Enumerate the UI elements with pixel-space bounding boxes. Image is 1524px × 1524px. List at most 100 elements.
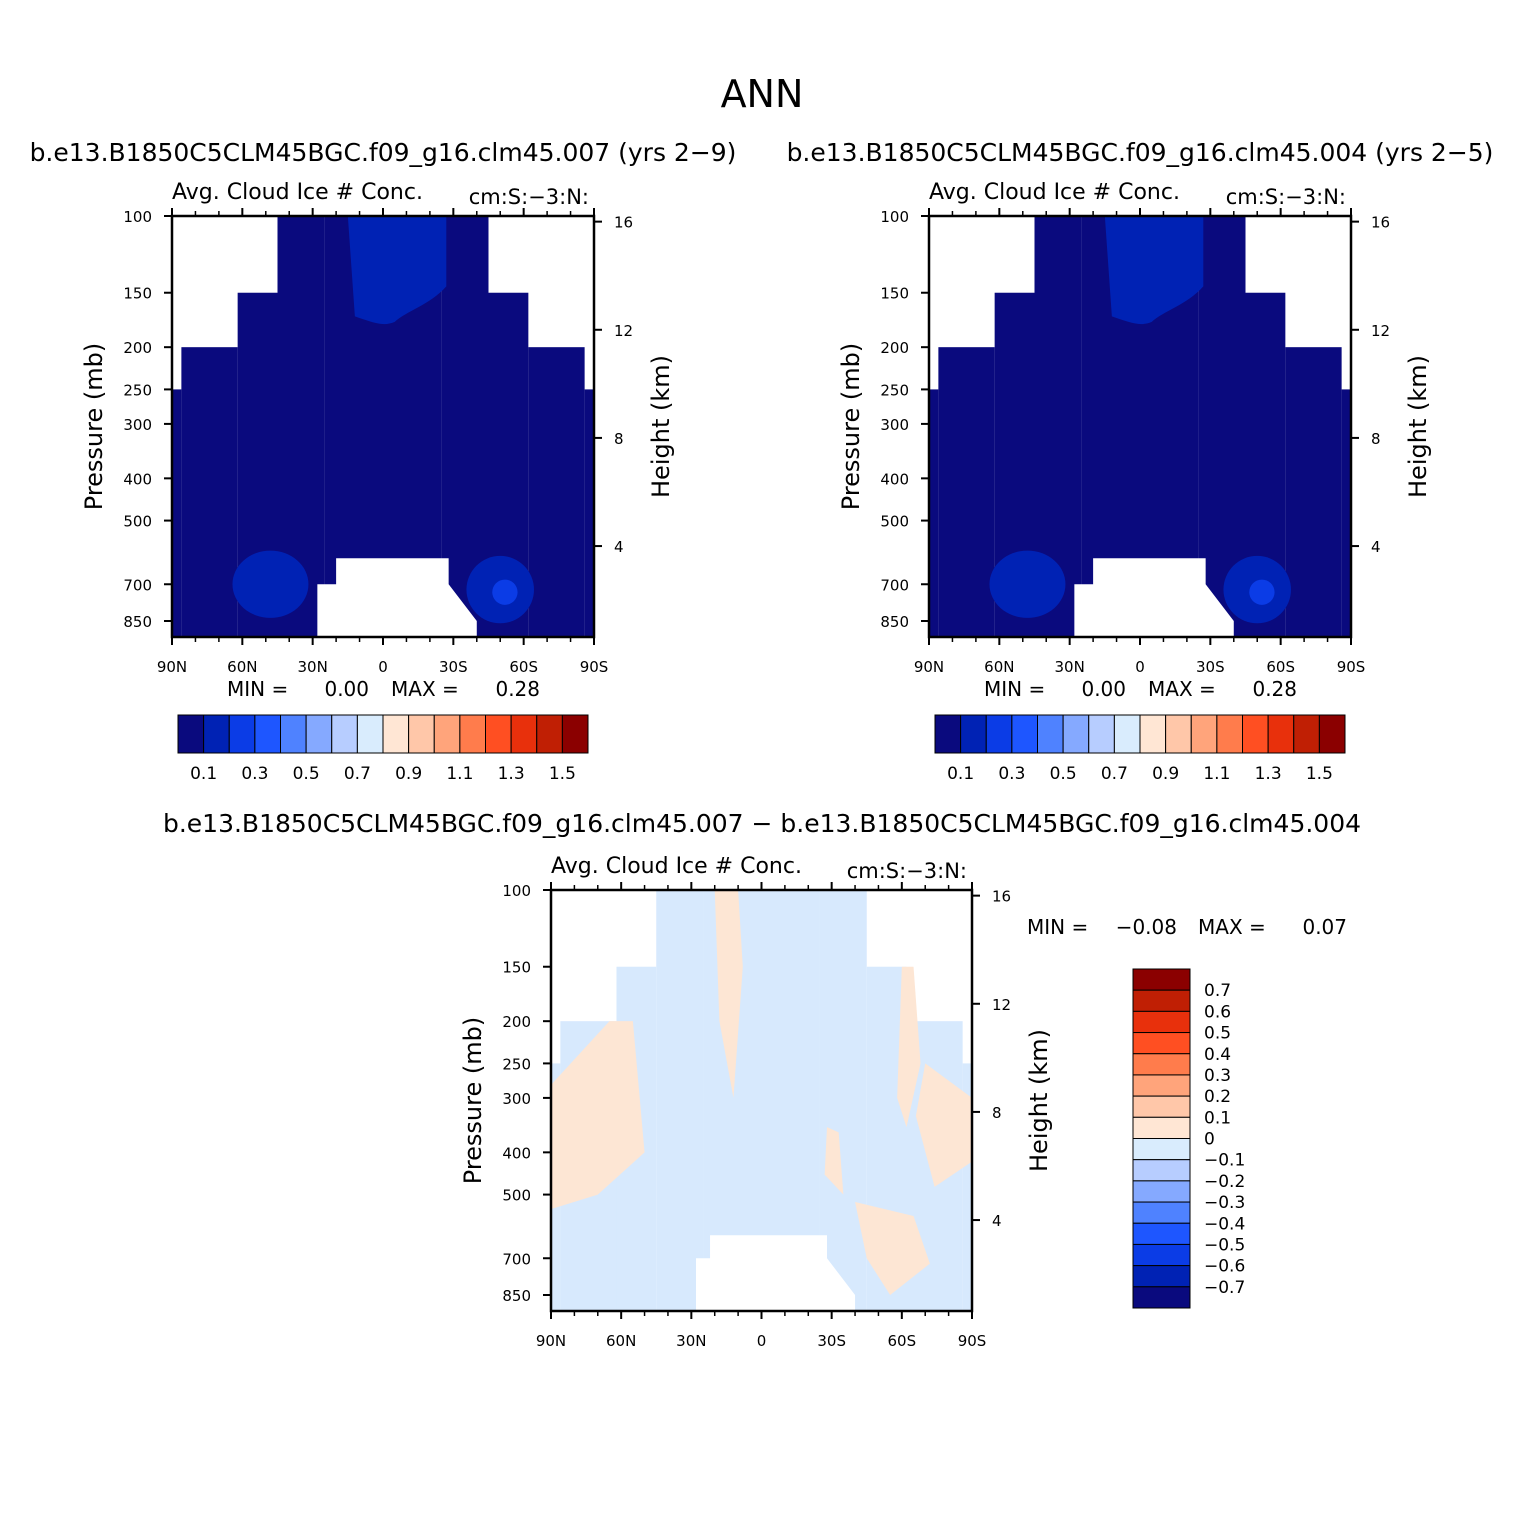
y-tick-label: 850 bbox=[502, 1287, 531, 1305]
positive-patch bbox=[714, 890, 743, 1098]
y2-tick-label: 12 bbox=[992, 996, 1011, 1014]
y-tick-label: 850 bbox=[880, 613, 909, 631]
colorbar-box bbox=[536, 714, 563, 754]
upper-tropical-core bbox=[347, 216, 447, 325]
y-tick-label: 200 bbox=[123, 339, 152, 357]
colorbar-box bbox=[1165, 714, 1192, 754]
variable-units: cm:S:−3:N: bbox=[469, 185, 589, 209]
positive-patch bbox=[897, 966, 921, 1128]
colorbar-label: 0.1 bbox=[947, 764, 974, 784]
colorbar-label: −0.2 bbox=[1204, 1172, 1245, 1192]
y-tick-label: 500 bbox=[880, 513, 909, 531]
colorbar-box bbox=[1011, 714, 1038, 754]
positive-patch bbox=[915, 1063, 972, 1187]
colorbar-label: 1.5 bbox=[549, 764, 576, 784]
max-value: 0.28 bbox=[495, 677, 540, 701]
x-tick-label: 30S bbox=[1196, 658, 1225, 676]
colorbar-label: −0.4 bbox=[1204, 1214, 1245, 1234]
colorbar-box bbox=[1113, 714, 1141, 754]
x-tick-label: 30S bbox=[817, 1332, 846, 1350]
colorbar-label: −0.5 bbox=[1204, 1235, 1245, 1255]
field-band bbox=[181, 347, 238, 637]
colorbar-box bbox=[1242, 714, 1269, 754]
colorbar-box bbox=[1132, 1010, 1191, 1034]
panel-diff: 90N 60N 30N 0 30S 60S 90S 100 150 200 250 300 400 500… bbox=[459, 854, 1347, 1350]
colorbar-label: 0.1 bbox=[190, 764, 217, 784]
x-tick-label: 30N bbox=[298, 658, 328, 676]
colorbar-box bbox=[1132, 1032, 1191, 1055]
colorbar-label: 1.3 bbox=[498, 764, 525, 784]
topography-mask bbox=[1074, 558, 1234, 637]
upper-tropical-core bbox=[1104, 216, 1204, 325]
colorbar-label: 0.7 bbox=[1101, 764, 1128, 784]
min-value: 0.00 bbox=[324, 677, 369, 701]
y2-tick-label: 16 bbox=[614, 214, 633, 232]
colorbar-box bbox=[510, 714, 538, 754]
colorbar-box bbox=[934, 714, 962, 754]
colorbar-label: 0.5 bbox=[293, 764, 320, 784]
colorbar-label: 0.3 bbox=[241, 764, 268, 784]
colorbar-box bbox=[1132, 1201, 1191, 1224]
min-label: MIN = bbox=[227, 677, 288, 701]
colorbar-box bbox=[280, 714, 307, 754]
x-tick-label: 90S bbox=[1337, 658, 1366, 676]
y2-tick-label: 4 bbox=[614, 538, 624, 556]
colorbar-box bbox=[1062, 714, 1090, 754]
x-tick-label: 60S bbox=[1266, 658, 1295, 676]
colorbar-label: 1.3 bbox=[1255, 764, 1282, 784]
colorbar-label: 0.6 bbox=[1204, 1002, 1231, 1022]
y2-tick-label: 16 bbox=[1371, 214, 1390, 232]
colorbar-box bbox=[382, 714, 410, 754]
colorbar-box bbox=[1132, 1159, 1191, 1182]
x-tick-label: 30N bbox=[676, 1332, 706, 1350]
y2-tick-label: 4 bbox=[992, 1212, 1002, 1230]
max-label: MAX = bbox=[391, 677, 459, 701]
y-tick-label: 700 bbox=[502, 1250, 531, 1268]
colorbar-label: 0.9 bbox=[395, 764, 422, 784]
y-tick-label: 150 bbox=[502, 959, 531, 977]
x-tick-label: 30N bbox=[1055, 658, 1085, 676]
colorbar-box bbox=[203, 714, 230, 754]
y-tick-label: 700 bbox=[880, 576, 909, 594]
field-band bbox=[938, 347, 995, 637]
y-tick-label: 200 bbox=[880, 339, 909, 357]
field-band bbox=[929, 389, 939, 637]
y2-tick-label: 12 bbox=[1371, 322, 1390, 340]
top-right-header: b.e13.B1850C5CLM45BGC.f09_g16.clm45.004 … bbox=[787, 138, 1494, 167]
colorbar-box bbox=[1139, 714, 1167, 754]
colorbar-box bbox=[177, 714, 205, 754]
colorbar-box bbox=[1132, 1222, 1191, 1245]
colorbar-box bbox=[1132, 1243, 1191, 1267]
y2-tick-label: 8 bbox=[1371, 430, 1381, 448]
min-label: MIN = bbox=[984, 677, 1045, 701]
colorbar-box bbox=[1190, 714, 1218, 754]
variable-units: cm:S:−3:N: bbox=[847, 859, 967, 883]
x-tick-label: 90N bbox=[157, 658, 187, 676]
colorbar-box bbox=[1318, 714, 1346, 754]
colorbar-label: 0.1 bbox=[1204, 1108, 1231, 1128]
max-value: 0.28 bbox=[1252, 677, 1297, 701]
colorbar-box bbox=[1132, 1286, 1191, 1309]
y-tick-label: 100 bbox=[502, 882, 531, 900]
colorbar-box bbox=[356, 714, 384, 754]
y-axis-label: Pressure (mb) bbox=[459, 1017, 487, 1184]
colorbar-box bbox=[254, 714, 281, 754]
colorbar-box bbox=[408, 714, 435, 754]
y-tick-label: 400 bbox=[123, 470, 152, 488]
min-label: MIN = bbox=[1027, 915, 1088, 939]
colorbar-box bbox=[960, 714, 987, 754]
colorbar-box bbox=[1132, 1180, 1191, 1203]
colorbar-label: −0.3 bbox=[1204, 1193, 1245, 1213]
colorbar-box bbox=[985, 714, 1013, 754]
panel-007: 90N 60N 30N 0 30S 60S 90S 100 150 200 250 300 400 500… bbox=[80, 180, 675, 784]
colorbar-label: −0.1 bbox=[1204, 1151, 1245, 1171]
colorbar-box bbox=[1132, 1116, 1191, 1139]
y-tick-label: 300 bbox=[880, 416, 909, 434]
low-level-core-sh-inner bbox=[492, 579, 518, 605]
variable-name: Avg. Cloud Ice # Conc. bbox=[551, 854, 802, 879]
colorbar-box bbox=[1088, 714, 1115, 754]
y-tick-label: 850 bbox=[123, 613, 152, 631]
colorbar-box bbox=[1132, 1074, 1191, 1097]
topography-mask bbox=[317, 558, 477, 637]
bottom-header: b.e13.B1850C5CLM45BGC.f09_g16.clm45.007 … bbox=[163, 809, 1361, 838]
